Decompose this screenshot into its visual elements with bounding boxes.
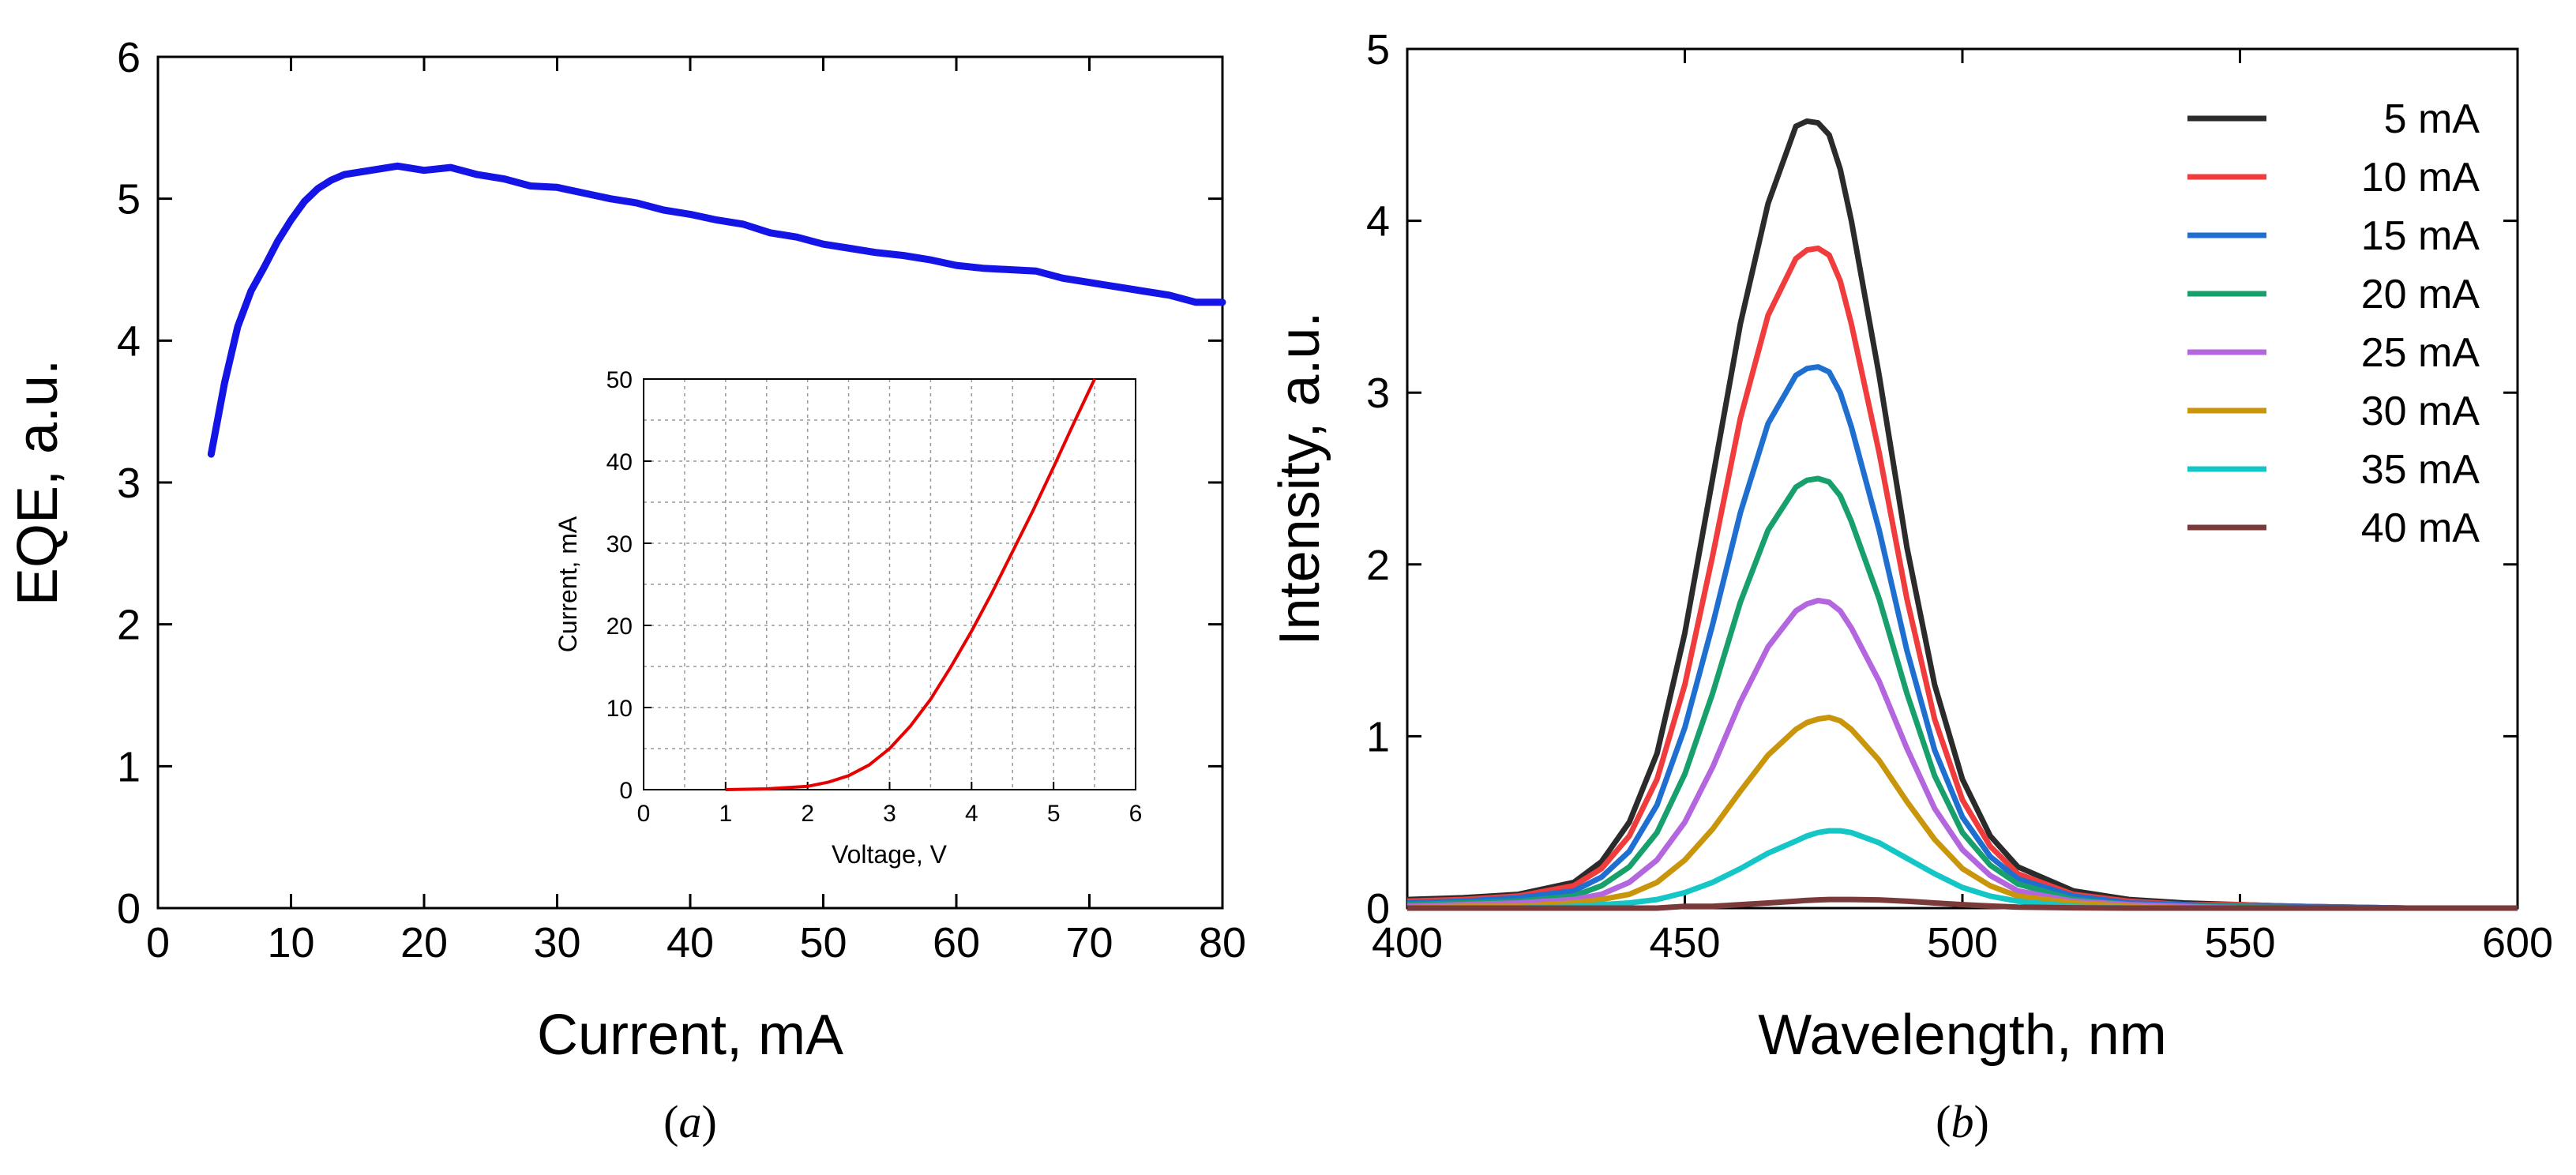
panel-a-x-tick-label: 60 xyxy=(933,919,980,967)
inset-series xyxy=(725,378,1096,791)
panel-a-x-tick-label: 20 xyxy=(400,919,448,967)
panel-a-y-axis-label: EQE, a.u. xyxy=(6,359,69,606)
inset-iv-series-line xyxy=(725,378,1096,791)
panel-a-x-tick-label: 0 xyxy=(146,919,170,967)
spectrum-line-5-ma xyxy=(1406,118,2518,911)
inset-x-tick-label: 1 xyxy=(719,801,732,827)
legend-label: 35 mA xyxy=(2361,447,2480,493)
legend-label: 5 mA xyxy=(2384,96,2480,142)
inset-y-tick-label: 40 xyxy=(606,449,633,475)
inset-y-axis-label: Current, mA xyxy=(554,516,582,652)
panel-b: 400 450 500 550 600 0 1 2 3 4 5 5 mA 10 mA 15 mA 20 m… xyxy=(1268,26,2553,1147)
panel-b-y-tick-label: 4 xyxy=(1366,198,1390,246)
legend-label: 10 mA xyxy=(2361,155,2480,201)
legend-label: 20 mA xyxy=(2361,272,2480,317)
panel-a-y-tick-label: 6 xyxy=(117,34,141,81)
spectrum-line-20-ma xyxy=(1406,475,2518,911)
panel-a-y-tick-label: 4 xyxy=(117,317,141,365)
panel-a-y-tick-label: 2 xyxy=(117,602,141,649)
inset-x-tick-label: 6 xyxy=(1129,801,1143,827)
spectrum-line-40-ma xyxy=(1407,896,2518,911)
panel-b-y-tick-label: 0 xyxy=(1366,885,1390,933)
panel-b-caption: (b) xyxy=(1936,1096,1989,1147)
panel-b-x-tick-label: 450 xyxy=(1649,919,1720,967)
panel-b-y-tick-label: 3 xyxy=(1366,370,1390,417)
panel-b-legend: 5 mA 10 mA 15 mA 20 mA 25 mA 30 mA 35 mA 40 mA xyxy=(2187,96,2480,551)
legend-label: 15 mA xyxy=(2361,213,2480,259)
eqe-series-line xyxy=(207,162,1226,458)
inset-x-tick-label: 5 xyxy=(1047,801,1061,827)
panel-a-x-tick-label: 70 xyxy=(1065,919,1113,967)
inset-y-tick-label: 50 xyxy=(606,367,633,393)
panel-b-y-tick-label: 1 xyxy=(1366,713,1390,760)
inset-y-tick-label: 30 xyxy=(606,531,633,557)
inset-x-tick-label: 3 xyxy=(883,801,896,827)
inset-grid xyxy=(643,378,1136,790)
panel-a-y-tick-label: 5 xyxy=(117,176,141,223)
inset-x-axis-label: Voltage, V xyxy=(832,840,948,869)
panel-b-tick-labels: 400 450 500 550 600 0 1 2 3 4 5 xyxy=(1366,26,2553,967)
panel-b-x-tick-label: 550 xyxy=(2204,919,2275,967)
panel-a-y-tick-label: 3 xyxy=(117,460,141,507)
panel-a-x-axis-label: Current, mA xyxy=(537,1004,843,1067)
panel-b-x-axis-label: Wavelength, nm xyxy=(1758,1004,2167,1067)
panel-a-y-tick-label: 1 xyxy=(117,743,141,790)
inset-y-tick-label: 10 xyxy=(606,696,633,722)
panel-a-y-tick-label: 0 xyxy=(117,885,141,933)
panel-b-x-tick-label: 400 xyxy=(1372,919,1443,967)
legend-label: 30 mA xyxy=(2361,389,2480,434)
spectrum-line-25-ma xyxy=(1406,598,2518,911)
panel-a-x-tick-label: 40 xyxy=(667,919,714,967)
panel-b-y-axis-label: Intensity, a.u. xyxy=(1268,312,1331,646)
panel-a-x-tick-label: 10 xyxy=(267,919,314,967)
legend-label: 40 mA xyxy=(2361,505,2480,551)
panel-b-y-tick-label: 5 xyxy=(1366,26,1390,73)
legend-label: 25 mA xyxy=(2361,330,2480,376)
panel-b-y-tick-label: 2 xyxy=(1366,542,1390,589)
inset-tick-labels: 0 1 2 3 4 5 6 0 10 20 30 40 50 xyxy=(606,367,1143,827)
panel-a-series xyxy=(207,162,1226,458)
inset-y-tick-label: 20 xyxy=(606,614,633,640)
inset-y-tick-label: 0 xyxy=(619,778,633,804)
panel-b-x-tick-label: 600 xyxy=(2482,919,2553,967)
panel-a-x-tick-label: 50 xyxy=(799,919,847,967)
inset-x-tick-label: 0 xyxy=(637,801,651,827)
panel-a-ticks xyxy=(156,55,1224,910)
spectrum-line-10-ma xyxy=(1406,245,2518,911)
panel-a-caption: (a) xyxy=(663,1096,717,1147)
inset-x-tick-label: 4 xyxy=(965,801,978,827)
panel-a-x-tick-label: 30 xyxy=(533,919,580,967)
panel-a-inset: 0 1 2 3 4 5 6 0 10 20 30 40 50 Voltage, V Current, m… xyxy=(554,367,1142,869)
inset-x-tick-label: 2 xyxy=(801,801,814,827)
panel-b-x-tick-label: 500 xyxy=(1927,919,1998,967)
panel-b-series xyxy=(1406,118,2518,911)
panel-a-x-tick-label: 80 xyxy=(1199,919,1246,967)
